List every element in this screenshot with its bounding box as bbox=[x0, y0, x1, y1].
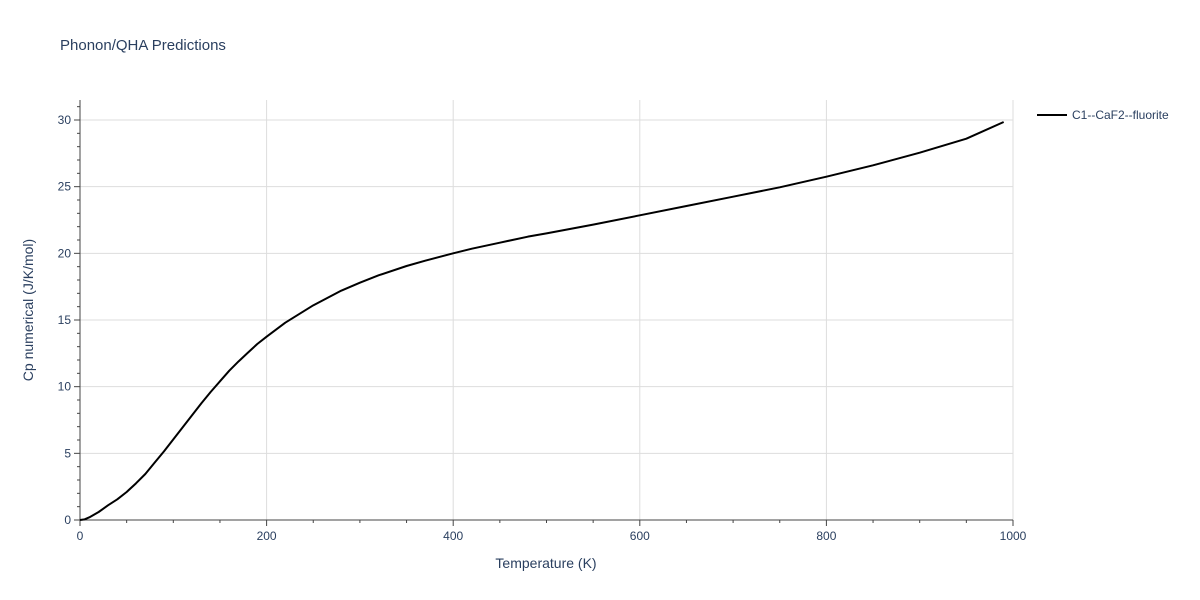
y-tick-label: 0 bbox=[64, 513, 71, 527]
series-lines bbox=[79, 121, 1005, 521]
y-tick-label: 5 bbox=[64, 446, 71, 460]
y-tick-label: 30 bbox=[58, 113, 72, 127]
chart-title: Phonon/QHA Predictions bbox=[60, 37, 226, 54]
grid bbox=[80, 100, 1014, 520]
y-axis-title: Cp numerical (J/K/mol) bbox=[20, 239, 36, 381]
axes: 0 200 400 600 800 1000 0 5 10 15 20 25 30 bbox=[58, 100, 1027, 543]
legend-item[interactable]: C1--CaF2--fluorite bbox=[1037, 108, 1169, 122]
y-tick-label: 20 bbox=[58, 246, 72, 260]
y-tick-label: 10 bbox=[58, 380, 72, 394]
y-tick-label: 15 bbox=[58, 313, 72, 327]
series-line[interactable] bbox=[79, 121, 1005, 521]
x-tick-label: 1000 bbox=[1000, 529, 1027, 543]
x-tick-label: 600 bbox=[630, 529, 650, 543]
legend-label: C1--CaF2--fluorite bbox=[1072, 108, 1169, 122]
x-tick-label: 0 bbox=[77, 529, 84, 543]
x-tick-label: 200 bbox=[257, 529, 277, 543]
legend[interactable]: C1--CaF2--fluorite bbox=[1037, 108, 1169, 122]
x-tick-label: 800 bbox=[816, 529, 836, 543]
y-tick-label: 25 bbox=[58, 180, 72, 194]
x-axis-title: Temperature (K) bbox=[495, 555, 596, 571]
x-tick-label: 400 bbox=[443, 529, 463, 543]
